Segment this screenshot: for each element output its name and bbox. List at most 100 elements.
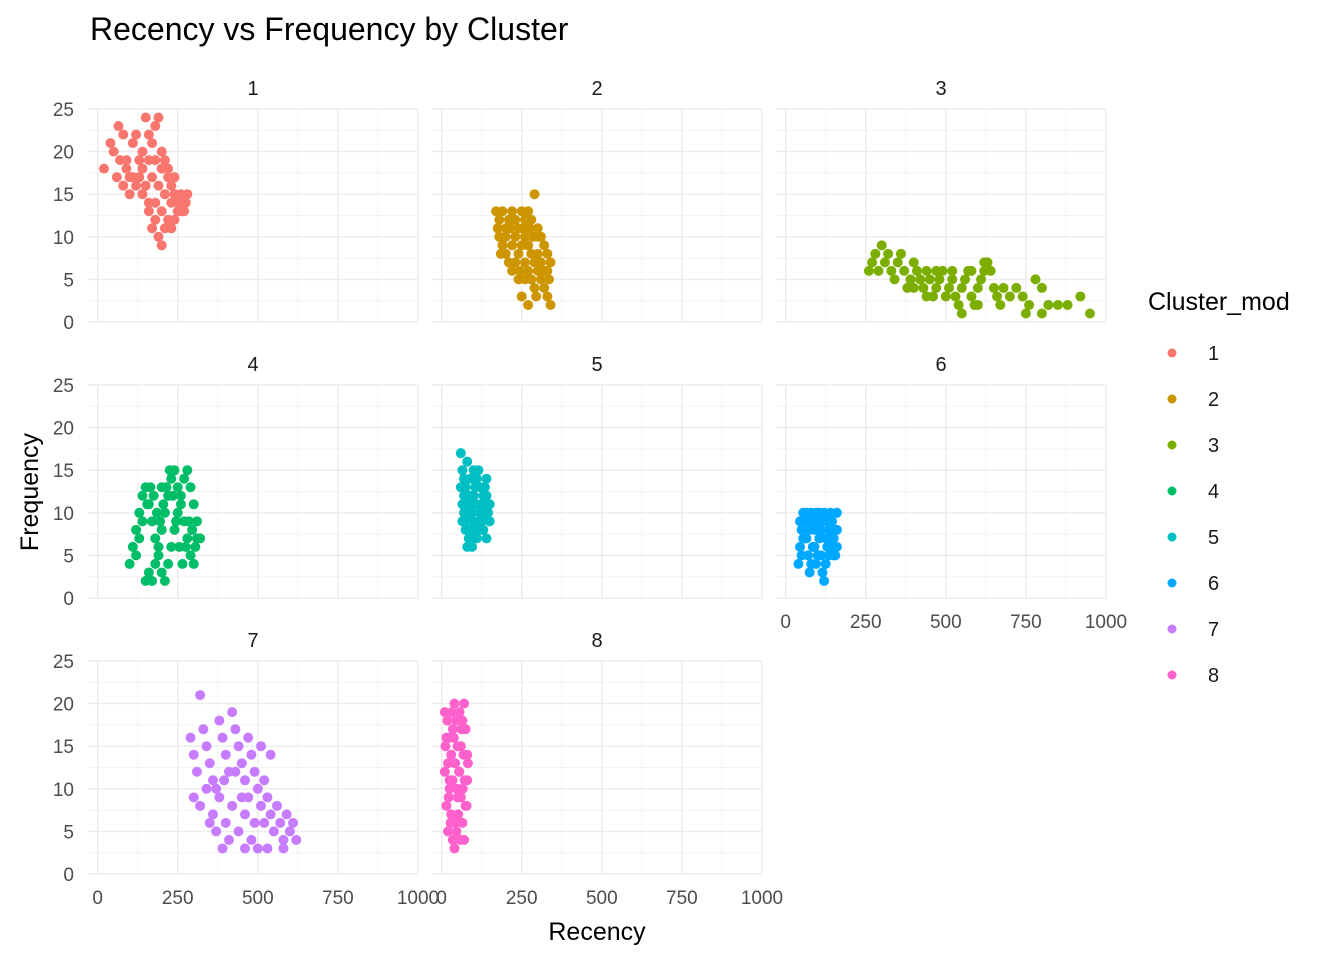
data-point xyxy=(291,834,302,845)
data-point xyxy=(539,282,550,293)
data-point xyxy=(272,800,283,811)
data-point xyxy=(873,265,884,276)
data-point xyxy=(249,766,260,777)
data-point xyxy=(278,843,289,854)
x-tick-label: 250 xyxy=(162,888,194,909)
y-tick-label: 20 xyxy=(53,419,74,440)
data-point xyxy=(479,507,490,518)
data-point xyxy=(151,507,162,518)
data-point xyxy=(931,265,942,276)
data-point xyxy=(960,274,971,285)
data-point xyxy=(188,792,199,803)
data-point xyxy=(118,129,129,140)
y-tick-label: 15 xyxy=(53,461,74,482)
data-point xyxy=(249,817,260,828)
data-point xyxy=(131,180,142,191)
data-point xyxy=(807,516,818,527)
data-point xyxy=(830,524,841,535)
data-point xyxy=(523,240,534,251)
data-point xyxy=(446,749,457,760)
data-point xyxy=(918,282,929,293)
y-tick-label: 15 xyxy=(53,737,74,758)
data-point xyxy=(507,265,518,276)
data-point xyxy=(998,282,1009,293)
x-tick-label: 750 xyxy=(1010,612,1042,633)
data-point xyxy=(796,524,807,535)
data-point xyxy=(468,533,479,544)
data-point xyxy=(446,809,457,820)
data-point xyxy=(159,155,170,166)
facet-strip-label: 2 xyxy=(591,78,602,100)
data-point xyxy=(966,265,977,276)
data-point xyxy=(201,783,212,794)
x-tick-label: 1000 xyxy=(1085,612,1127,633)
data-point xyxy=(156,567,167,578)
data-point xyxy=(526,214,537,225)
data-point xyxy=(911,265,922,276)
data-point xyxy=(179,473,190,484)
x-tick-label: 0 xyxy=(436,888,447,909)
y-tick-label: 25 xyxy=(53,652,74,673)
data-point xyxy=(817,567,828,578)
data-point xyxy=(156,206,167,217)
data-point xyxy=(1024,299,1035,310)
data-point xyxy=(476,516,487,527)
data-point xyxy=(153,541,164,552)
data-point xyxy=(455,834,466,845)
y-tick-label: 10 xyxy=(53,504,74,525)
data-point xyxy=(497,240,508,251)
data-point xyxy=(187,524,198,535)
data-point xyxy=(175,499,186,510)
data-point xyxy=(500,231,511,242)
data-point xyxy=(185,550,196,561)
data-point xyxy=(147,223,158,234)
data-point xyxy=(876,240,887,251)
data-point xyxy=(1062,299,1073,310)
data-point xyxy=(439,766,450,777)
data-point xyxy=(527,231,538,242)
data-point xyxy=(979,257,990,268)
data-point xyxy=(105,138,116,149)
data-point xyxy=(439,707,450,718)
data-point xyxy=(166,180,177,191)
data-point xyxy=(150,214,161,225)
data-point xyxy=(956,282,967,293)
data-point xyxy=(457,783,468,794)
data-point xyxy=(207,775,218,786)
data-point xyxy=(886,265,897,276)
data-point xyxy=(227,800,238,811)
data-point xyxy=(471,499,482,510)
x-tick-label: 0 xyxy=(780,612,791,633)
data-point xyxy=(243,732,254,743)
data-point xyxy=(190,541,201,552)
data-point xyxy=(443,758,454,769)
data-point xyxy=(169,172,180,183)
data-point xyxy=(443,792,454,803)
data-point xyxy=(532,223,543,234)
data-point xyxy=(454,707,465,718)
data-point xyxy=(220,749,231,760)
data-point xyxy=(976,274,987,285)
data-point xyxy=(442,715,453,726)
data-point xyxy=(831,507,842,518)
data-point xyxy=(475,524,486,535)
data-point xyxy=(246,834,257,845)
data-point xyxy=(185,482,196,493)
data-point xyxy=(278,834,289,845)
data-point xyxy=(820,558,831,569)
y-tick-label: 10 xyxy=(53,228,74,249)
x-tick-label: 250 xyxy=(850,612,882,633)
data-point xyxy=(535,257,546,268)
legend-label-5: 5 xyxy=(1208,527,1219,549)
legend-label-8: 8 xyxy=(1208,665,1219,687)
data-point xyxy=(804,524,815,535)
data-point xyxy=(180,197,191,208)
chart-title: Recency vs Frequency by Cluster xyxy=(90,11,569,47)
data-point xyxy=(217,732,228,743)
data-point xyxy=(204,817,215,828)
legend-key-3 xyxy=(1167,440,1177,450)
data-point xyxy=(150,197,161,208)
data-point xyxy=(158,499,169,510)
data-point xyxy=(195,800,206,811)
